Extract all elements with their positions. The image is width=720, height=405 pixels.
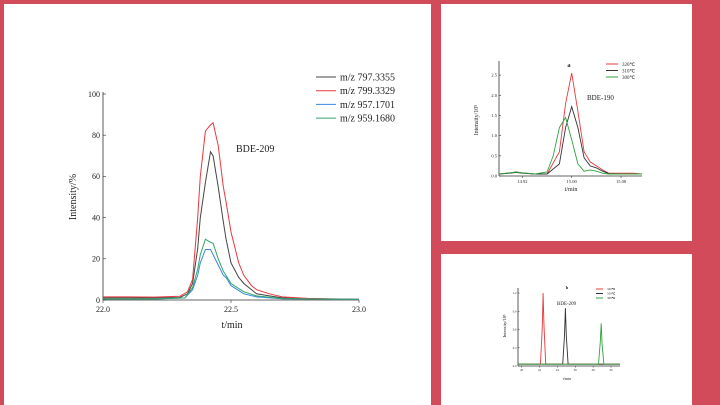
- legend-label: m/z 957.1701: [340, 100, 395, 111]
- series-line-1: [518, 308, 620, 365]
- legend-label: 300℃: [622, 75, 636, 81]
- y-tick-label: 2.5: [491, 73, 497, 78]
- chart-title: b: [566, 285, 569, 290]
- legend-label: m/z 959.1680: [340, 114, 395, 125]
- chart-panel-top-right: [441, 4, 692, 241]
- x-tick-label: 23.0: [352, 305, 366, 314]
- x-tick-label: 22: [538, 368, 542, 372]
- y-tick-label: 0.9: [513, 309, 517, 313]
- y-tick-label: 0: [96, 296, 100, 305]
- legend-label: 310℃: [607, 292, 616, 296]
- chart-0: 0 20 40 60 80 100 22.0 22.5 23.0 m/z 797.3355 m/z …: [68, 73, 395, 332]
- legend-label: 320℃: [607, 287, 616, 291]
- legend-label: 320℃: [622, 62, 636, 68]
- x-tick-label: 28: [592, 368, 596, 372]
- peak-annotation: BDE-190: [587, 94, 614, 102]
- y-axis-label: Intensity/%: [68, 174, 79, 220]
- legend-label: 310℃: [622, 68, 636, 74]
- series-line-1: [103, 121, 360, 300]
- y-axis-label: Intensity/10⁵: [474, 105, 480, 136]
- x-tick-label: 14.92: [517, 179, 527, 184]
- peak-annotation: BDE-209: [236, 144, 274, 155]
- y-tick-label: 0.0: [513, 364, 517, 368]
- y-tick-label: 0.3: [513, 346, 517, 350]
- y-tick-label: 0.0: [491, 174, 497, 179]
- y-axis-label: Intensity/10⁵: [502, 314, 507, 337]
- y-tick-label: 100: [88, 90, 100, 99]
- series-line-3: [103, 238, 360, 300]
- x-tick-label: 15.00: [567, 179, 578, 184]
- y-tick-label: 0.6: [513, 328, 517, 332]
- y-tick-label: 0.5: [491, 153, 497, 158]
- x-tick-label: 20: [520, 368, 524, 372]
- legend-label: m/z 799.3329: [340, 86, 395, 97]
- x-tick-label: 26: [574, 368, 578, 372]
- series-line-2: [518, 323, 620, 365]
- peak-annotation: BDE-209: [557, 302, 577, 307]
- series-line-1: [498, 104, 642, 175]
- y-tick-label: 20: [92, 255, 100, 264]
- y-tick-label: 60: [92, 172, 100, 181]
- y-tick-label: 1.5: [491, 113, 497, 118]
- series-line-0: [103, 150, 360, 300]
- x-tick-label: 24: [556, 368, 560, 372]
- y-tick-label: 1.2: [513, 291, 517, 295]
- series-line-2: [498, 116, 642, 175]
- series-line-0: [498, 73, 643, 175]
- legend-label: m/z 797.3355: [340, 73, 395, 84]
- x-axis-label: t/min: [563, 376, 571, 381]
- x-tick-label: 30: [610, 368, 614, 372]
- x-tick-label: 22.0: [96, 305, 110, 314]
- legend-label: 300℃: [607, 296, 616, 300]
- chart-1: 0.0 0.5 1.0 1.5 2.0 2.5 14.92 15.00 15.08 320℃310…: [474, 61, 643, 193]
- x-tick-label: 22.5: [224, 305, 238, 314]
- x-axis-label: t/min: [565, 187, 578, 193]
- y-tick-label: 80: [92, 131, 100, 140]
- chart-panel-left: [4, 4, 431, 405]
- x-tick-label: 15.08: [616, 179, 627, 184]
- x-axis-label: t/min: [221, 320, 242, 331]
- y-tick-label: 40: [92, 213, 100, 222]
- chart-title: a: [567, 62, 571, 69]
- series-line-2: [103, 249, 360, 300]
- y-tick-label: 2.0: [491, 93, 497, 98]
- y-tick-label: 1.0: [491, 133, 497, 138]
